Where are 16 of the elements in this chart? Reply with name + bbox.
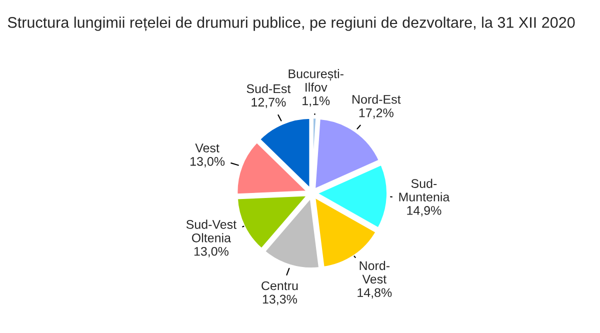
data-label: 17,2% [359,108,394,119]
slice-label: Sud-Muntenia [399,178,450,202]
slice-label: Sud-Est [246,84,291,94]
slice-label: Nord-Est [352,94,401,104]
data-label: 12,7% [252,98,286,108]
slice-label: Sud-Vest Oltenia [186,220,236,242]
data-label: 13,0% [190,157,225,168]
data-label: 13,3% [262,294,297,306]
slice-label: Vest [195,144,220,152]
data-label: 14,9% [407,206,442,216]
data-label: 1,1% [302,96,330,107]
slice-label: Nord-Vest [360,260,390,284]
slice-label: Centru [262,281,298,290]
chart-title: Structura lungimii rețelei de drumuri publice, pe regiuni de dezvoltare, la 31 XII 2020 [8,16,575,31]
data-label: 13,0% [194,246,228,258]
data-label: 14,8% [358,288,392,299]
